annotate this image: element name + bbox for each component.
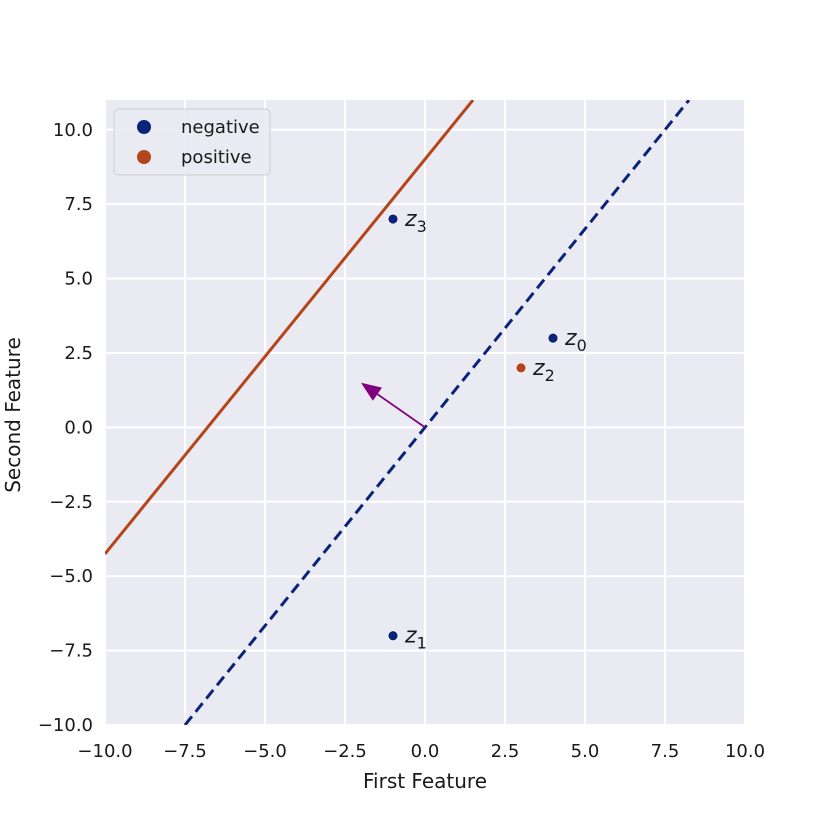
arrow-shaft: [376, 393, 426, 429]
data-point-positive: [515, 362, 527, 374]
point-label-subscript: 1: [417, 634, 427, 653]
x-tick-label: −5.0: [243, 741, 287, 762]
y-axis-label: Second Feature: [1, 337, 25, 493]
x-tick-label: 7.5: [651, 741, 680, 762]
normal-vector: [361, 382, 426, 429]
x-axis-label: First Feature: [363, 769, 487, 793]
legend-marker-positive: [137, 150, 151, 164]
decision-lines: [105, 100, 691, 725]
legend-label-positive: positive: [181, 147, 252, 168]
y-tick-label: −7.5: [49, 641, 93, 662]
arrow-head: [361, 382, 382, 401]
x-tick-label: 5.0: [571, 741, 600, 762]
y-tick-label: 10.0: [53, 120, 93, 141]
margin-line: [105, 100, 475, 555]
y-tick-label: −2.5: [49, 492, 93, 513]
legend: negative positive: [113, 108, 271, 176]
x-tick-label: −2.5: [323, 741, 367, 762]
legend-label-negative: negative: [181, 117, 260, 138]
y-tick-label: 7.5: [64, 194, 93, 215]
y-tick-label: 2.5: [64, 343, 93, 364]
y-tick-label: 0.0: [64, 417, 93, 438]
data-point-negative: [547, 332, 559, 344]
tick-labels: −10.0 −7.5 −5.0 −2.5 0.0 2.5 5.0 7.5 10.0−10.0−7…: [38, 120, 765, 762]
x-tick-label: 2.5: [491, 741, 520, 762]
y-tick-label: −10.0: [38, 715, 93, 736]
point-label-subscript: 0: [577, 336, 587, 355]
x-tick-label: −10.0: [77, 741, 132, 762]
point-label-subscript: 3: [417, 217, 427, 236]
data-point-negative: [387, 213, 399, 225]
y-tick-label: 5.0: [64, 269, 93, 290]
data-point-negative: [387, 630, 399, 642]
x-tick-label: −7.5: [163, 741, 207, 762]
x-tick-label: 0.0: [411, 741, 440, 762]
point-label-subscript: 2: [545, 366, 555, 385]
legend-marker-negative: [137, 120, 151, 134]
legend-box: [113, 108, 271, 176]
y-tick-label: −5.0: [49, 566, 93, 587]
x-tick-label: 10.0: [725, 741, 765, 762]
decision-boundary-line: [183, 100, 691, 725]
